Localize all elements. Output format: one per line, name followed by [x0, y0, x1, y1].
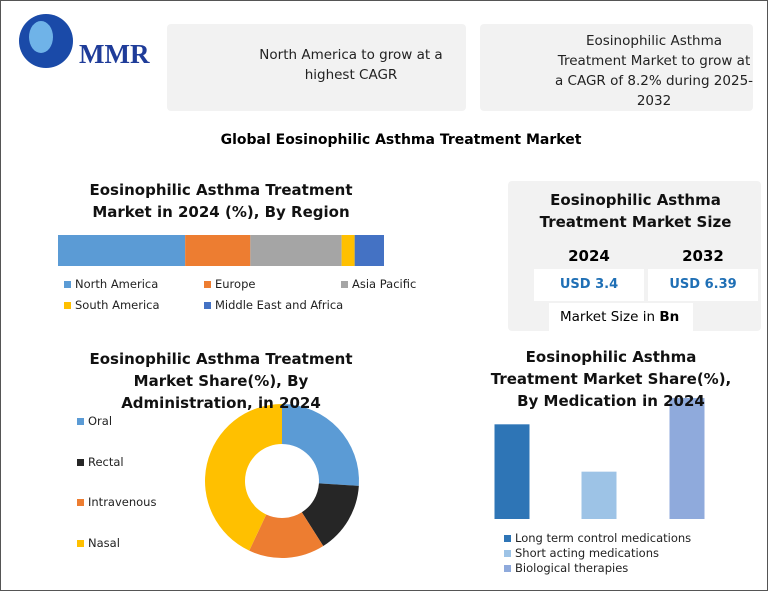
- donut-slice: [205, 404, 282, 551]
- size-value: USD 3.4: [534, 269, 644, 301]
- legend-swatch: [504, 535, 511, 542]
- legend-item: Nasal: [77, 536, 120, 550]
- logo-land: [29, 21, 53, 53]
- market-size-title: Eosinophilic Asthma Treatment Market Siz…: [539, 191, 732, 231]
- donut-slice: [282, 404, 359, 486]
- legend-label: Short acting medications: [515, 546, 659, 560]
- legend-label: Nasal: [88, 535, 120, 550]
- legend-label: Middle East and Africa: [215, 298, 344, 312]
- legend-item: North America: [64, 277, 158, 291]
- legend-item: South America: [64, 298, 160, 312]
- legend-item: Rectal: [77, 455, 124, 469]
- highlight-text: Eosinophilic Asthma Treatment Market to …: [554, 33, 754, 109]
- bar-segment: [185, 235, 251, 266]
- legend-swatch: [204, 281, 211, 288]
- bar-segment: [250, 235, 342, 266]
- legend-label: Asia Pacific: [352, 277, 417, 291]
- bar: [669, 398, 705, 519]
- bar-segment: [58, 235, 186, 266]
- bar-segment: [341, 235, 355, 266]
- legend-swatch: [77, 458, 84, 466]
- highlight-text: North America to grow at a highest CAGR: [259, 47, 443, 83]
- legend-item: Oral: [77, 414, 112, 428]
- chart-title: Eosinophilic Asthma Treatment Market Sha…: [490, 348, 732, 410]
- highlight-box: [480, 24, 753, 111]
- legend-swatch: [77, 499, 84, 506]
- bar-segment: [354, 235, 384, 266]
- legend-item: Short acting medications: [504, 546, 659, 560]
- legend-label: Long term control medications: [515, 531, 692, 545]
- note-text: Market Size in: [560, 309, 656, 325]
- size-note: Market Size in Bn: [560, 309, 679, 325]
- donut-slice: [249, 512, 324, 558]
- year: 2024: [568, 247, 610, 265]
- legend-label: Intravenous: [88, 495, 157, 509]
- legend-swatch: [204, 302, 211, 309]
- legend-item: Long term control medications: [504, 531, 691, 545]
- bar: [494, 424, 530, 519]
- legend-label: Biological therapies: [515, 561, 629, 575]
- legend-label: Europe: [215, 277, 256, 291]
- legend-swatch: [64, 281, 71, 288]
- bar: [581, 471, 617, 519]
- legend-item: Middle East and Africa: [204, 298, 343, 312]
- main-title: Global Eosinophilic Asthma Treatment Mar…: [220, 132, 582, 148]
- legend-label: Oral: [88, 414, 113, 428]
- legend-label: Rectal: [88, 454, 124, 469]
- legend-item: Asia Pacific: [341, 277, 416, 291]
- logo-text: MMR: [79, 39, 150, 69]
- legend-item: Europe: [204, 277, 255, 291]
- highlight-box: [167, 24, 466, 111]
- legend-item: Biological therapies: [504, 561, 628, 575]
- size-value: USD 6.39: [648, 269, 758, 301]
- legend-swatch: [77, 539, 84, 547]
- legend-swatch: [341, 281, 348, 288]
- note-unit: Bn: [659, 309, 680, 325]
- legend-label: South America: [75, 298, 160, 312]
- legend-label: North America: [75, 277, 159, 291]
- legend-swatch: [77, 418, 84, 425]
- legend-swatch: [504, 565, 511, 572]
- legend-swatch: [64, 302, 71, 309]
- legend-item: Intravenous: [77, 495, 156, 509]
- donut-slice: [301, 483, 359, 547]
- chart-title: Eosinophilic Asthma Treatment Market in …: [89, 181, 353, 221]
- legend-swatch: [504, 550, 511, 557]
- chart-title: Eosinophilic Asthma Treatment Market Sha…: [89, 350, 353, 412]
- year: 2032: [682, 247, 724, 265]
